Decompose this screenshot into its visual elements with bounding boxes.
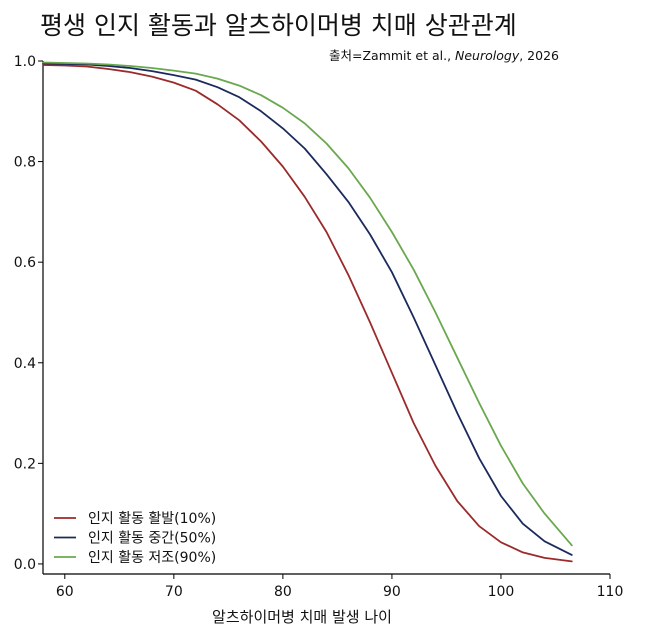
x-axis-label: 알츠하이머병 치매 발생 나이 <box>212 608 392 626</box>
series-line <box>42 64 573 563</box>
y-tick-label: 0.8 <box>14 155 36 171</box>
y-tick-label: 0.4 <box>14 356 36 372</box>
y-tick-label: 1.0 <box>14 54 36 70</box>
source-note: 출처=Zammit et al., Neurology, 2026 <box>329 48 559 63</box>
source-prefix: 출처=Zammit et al., <box>329 48 455 63</box>
legend-entry: 인지 활동 중간(50%) <box>88 531 216 547</box>
x-tick-label: 110 <box>597 584 624 600</box>
x-tick-label: 70 <box>165 584 183 600</box>
y-tick-label: 0.2 <box>14 456 36 472</box>
legend-entry: 인지 활동 저조(90%) <box>88 550 216 566</box>
series-line <box>42 62 573 556</box>
series-line <box>42 61 573 547</box>
source-journal: Neurology <box>455 48 520 63</box>
y-tick-label: 0.0 <box>14 557 36 573</box>
x-tick-label: 60 <box>56 584 74 600</box>
legend-entry: 인지 활동 활발(10%) <box>88 511 216 527</box>
plot-area: 0.0 0.2 0.4 0.6 0.8 1.0 60 70 80 90 100 110 인지 활동 활발… <box>14 54 624 600</box>
x-tick-label: 90 <box>383 584 401 600</box>
source-suffix: , 2026 <box>519 48 559 63</box>
x-tick-label: 80 <box>274 584 292 600</box>
x-tick-label: 100 <box>488 584 515 600</box>
chart-title: 평생 인지 활동과 알츠하이머병 치매 상관관계 <box>40 11 517 40</box>
y-tick-label: 0.6 <box>14 255 36 271</box>
